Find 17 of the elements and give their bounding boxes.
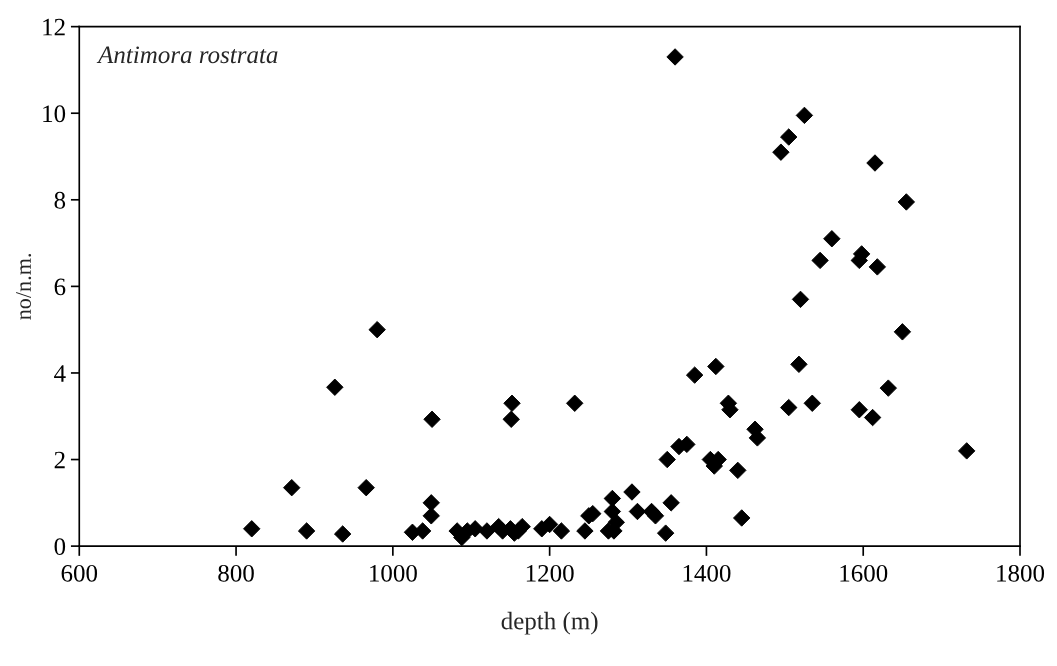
y-tick-label: 6 (54, 278, 66, 296)
annotation: Antimora rostrata (96, 46, 278, 64)
y-tick-label: 12 (43, 18, 65, 36)
y-tick-label: 4 (54, 365, 66, 382)
x-tick-label: 600 (61, 564, 98, 582)
y-tick-label: 10 (43, 105, 66, 123)
y-axis-title: no/n.m. (16, 253, 32, 320)
x-tick-label: 1800 (997, 564, 1045, 582)
x-axis-title: depth (m) (501, 611, 598, 635)
y-tick-label: 0 (54, 538, 66, 556)
y-tick-label: 8 (54, 191, 66, 209)
x-tick-label: 1600 (840, 564, 888, 582)
x-tick-label: 1000 (370, 564, 417, 582)
x-tick-label: 1200 (526, 564, 574, 582)
x-tick-label: 1400 (683, 564, 731, 582)
x-tick-label: 800 (218, 564, 254, 582)
y-tick-label: 2 (54, 451, 65, 469)
